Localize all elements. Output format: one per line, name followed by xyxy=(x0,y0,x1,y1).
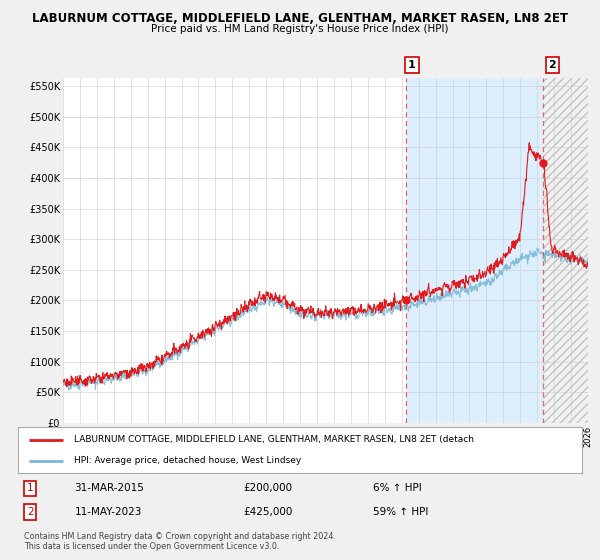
Text: Price paid vs. HM Land Registry's House Price Index (HPI): Price paid vs. HM Land Registry's House … xyxy=(151,24,449,34)
Text: Contains HM Land Registry data © Crown copyright and database right 2024.
This d: Contains HM Land Registry data © Crown c… xyxy=(24,532,336,552)
Text: 31-MAR-2015: 31-MAR-2015 xyxy=(74,483,144,493)
Bar xyxy=(544,78,588,423)
Bar xyxy=(406,78,544,423)
Text: 1: 1 xyxy=(408,60,416,70)
Text: 11-MAY-2023: 11-MAY-2023 xyxy=(74,507,142,517)
Text: £425,000: £425,000 xyxy=(244,507,293,517)
Text: £200,000: £200,000 xyxy=(244,483,293,493)
Bar xyxy=(544,78,588,423)
Text: LABURNUM COTTAGE, MIDDLEFIELD LANE, GLENTHAM, MARKET RASEN, LN8 2ET (detach: LABURNUM COTTAGE, MIDDLEFIELD LANE, GLEN… xyxy=(74,435,475,444)
Bar xyxy=(544,78,588,423)
Text: LABURNUM COTTAGE, MIDDLEFIELD LANE, GLENTHAM, MARKET RASEN, LN8 2ET: LABURNUM COTTAGE, MIDDLEFIELD LANE, GLEN… xyxy=(32,12,568,25)
Text: 2: 2 xyxy=(27,507,34,517)
Text: 6% ↑ HPI: 6% ↑ HPI xyxy=(373,483,422,493)
Text: 2: 2 xyxy=(548,60,556,70)
Text: 59% ↑ HPI: 59% ↑ HPI xyxy=(373,507,428,517)
Text: 1: 1 xyxy=(27,483,34,493)
Text: HPI: Average price, detached house, West Lindsey: HPI: Average price, detached house, West… xyxy=(74,456,302,465)
